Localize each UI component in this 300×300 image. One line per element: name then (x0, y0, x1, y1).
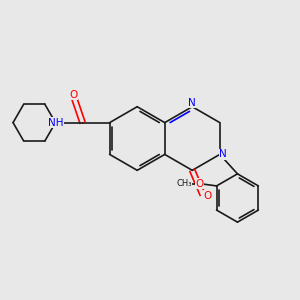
Text: N: N (220, 149, 227, 159)
Text: O: O (203, 190, 212, 201)
Text: N: N (188, 98, 196, 108)
Text: O: O (195, 178, 204, 189)
Text: O: O (69, 90, 77, 100)
Text: NH: NH (48, 118, 63, 128)
Text: CH₃: CH₃ (176, 179, 192, 188)
